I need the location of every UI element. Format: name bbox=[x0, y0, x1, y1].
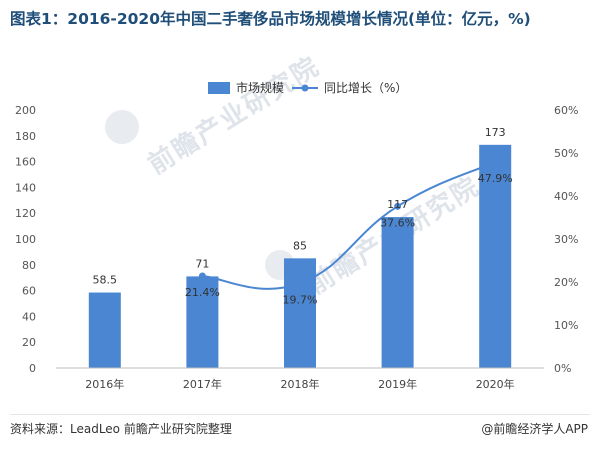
bar bbox=[186, 276, 219, 368]
axes: 0 20 40 60 80 100 120 140 160 180 200 0% 10% 20% 30% 40… bbox=[15, 104, 578, 391]
bar bbox=[88, 292, 121, 368]
legend-bar-label: 市场规模 bbox=[236, 80, 284, 95]
bar-value-label: 173 bbox=[485, 126, 506, 139]
credit: @前瞻经济学人APP bbox=[481, 422, 588, 436]
chart-title: 图表1：2016-2020年中国二手奢侈品市场规模增长情况(单位：亿元，%) bbox=[10, 10, 531, 28]
growth-value-label: 37.6% bbox=[380, 216, 415, 229]
legend: 市场规模 同比增长（%） bbox=[208, 80, 407, 95]
growth-value-label: 19.7% bbox=[283, 293, 318, 306]
y-tick-label-right: 10% bbox=[554, 319, 578, 332]
growth-point bbox=[198, 272, 206, 280]
growth-line-path bbox=[202, 161, 496, 290]
chart-area: 市场规模 同比增长（%） 0204060801001201401601802000… bbox=[15, 80, 578, 391]
y-tick-label-left: 40 bbox=[22, 310, 36, 323]
y-tick-label-left: 180 bbox=[15, 130, 36, 143]
y-tick-label-left: 20 bbox=[22, 336, 36, 349]
bar bbox=[284, 258, 316, 368]
x-tick-label: 2020年 bbox=[476, 377, 515, 391]
y-tick-label-right: 60% bbox=[554, 104, 578, 117]
y-tick-label-left: 160 bbox=[15, 156, 36, 169]
y-tick-label-right: 40% bbox=[554, 190, 578, 203]
bar bbox=[479, 144, 512, 368]
y-tick-label-left: 120 bbox=[15, 207, 36, 220]
x-tick-label: 2019年 bbox=[378, 377, 417, 391]
growth-point bbox=[491, 158, 499, 166]
source-note: 资料来源：LeadLeo 前瞻产业研究院整理 bbox=[10, 422, 232, 436]
growth-point bbox=[394, 202, 402, 210]
y-tick-label-left: 0 bbox=[29, 362, 36, 375]
y-tick-label-right: 0% bbox=[554, 362, 571, 375]
y-tick-label-right: 30% bbox=[554, 233, 578, 246]
bar-value-label: 117 bbox=[387, 198, 408, 211]
growth-value-label: 21.4% bbox=[185, 286, 220, 299]
legend-line-label: 同比增长（%） bbox=[324, 81, 407, 95]
growth-value-label: 47.9% bbox=[478, 172, 513, 185]
y-tick-label-left: 140 bbox=[15, 181, 36, 194]
x-tick-label: 2016年 bbox=[85, 377, 124, 391]
y-tick-label-left: 80 bbox=[22, 259, 36, 272]
bars bbox=[88, 144, 512, 368]
y-tick-label-right: 50% bbox=[554, 147, 578, 160]
bar-value-label: 85 bbox=[293, 239, 307, 252]
growth-point bbox=[296, 279, 304, 287]
growth-line bbox=[198, 158, 499, 290]
x-tick-label: 2018年 bbox=[281, 377, 320, 391]
bar-value-label: 71 bbox=[195, 257, 209, 270]
bar-value-label: 58.5 bbox=[93, 274, 118, 287]
y-tick-label-left: 200 bbox=[15, 104, 36, 117]
watermark-logo-icon bbox=[105, 110, 139, 144]
legend-bar-swatch bbox=[208, 82, 230, 94]
legend-line-marker bbox=[301, 84, 309, 92]
data-labels: 58.5 71 85 117 173 21.4% 19.7% 37.6% 47.9% bbox=[93, 126, 513, 306]
bar bbox=[381, 217, 414, 368]
x-tick-label: 2017年 bbox=[183, 377, 222, 391]
y-tick-label-left: 100 bbox=[15, 233, 36, 246]
footer-divider bbox=[10, 414, 590, 415]
y-tick-label-left: 60 bbox=[22, 285, 36, 298]
y-tick-label-right: 20% bbox=[554, 276, 578, 289]
